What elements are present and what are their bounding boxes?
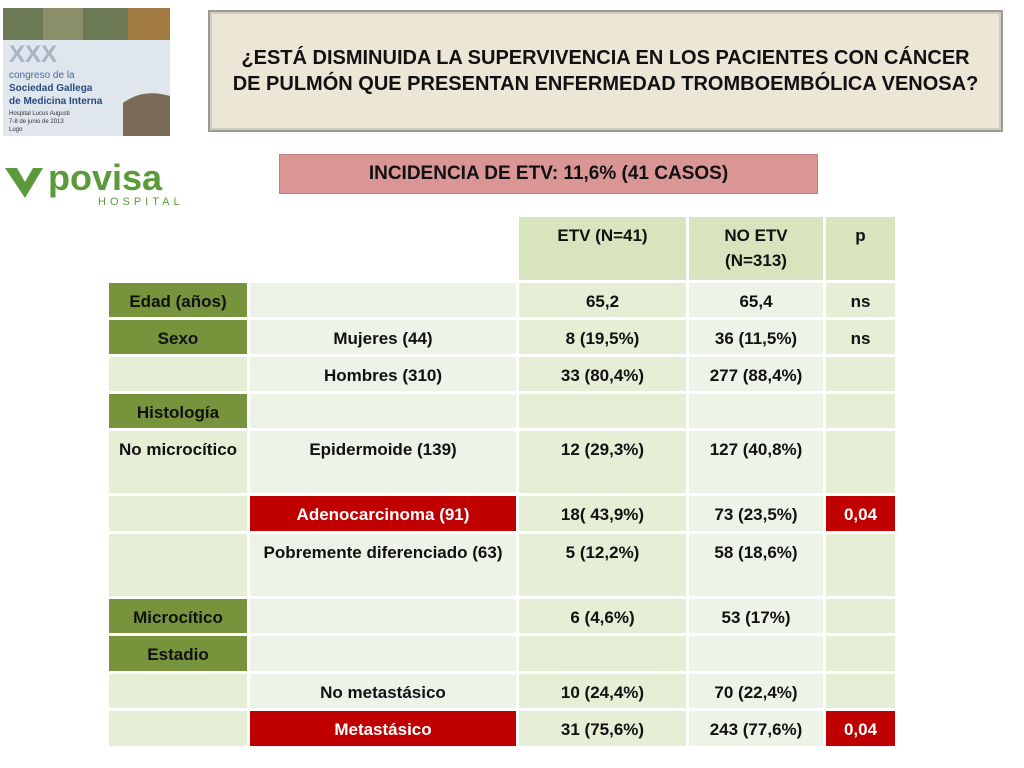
table-cell: Estadio bbox=[106, 633, 250, 674]
table-cell: Edad (años) bbox=[106, 280, 250, 320]
table-row: No microcítico Epidermoide (139) 12 (29,3%… bbox=[106, 428, 898, 496]
photo bbox=[128, 8, 170, 40]
table-cell: 127 (40,8%) bbox=[686, 428, 826, 496]
table-cell bbox=[823, 354, 898, 394]
table-cell: 10 (24,4%) bbox=[516, 671, 689, 711]
table-cell bbox=[247, 596, 519, 636]
table-cell: 33 (80,4%) bbox=[516, 354, 689, 394]
table-cell bbox=[106, 493, 250, 534]
logo-text: de Medicina Interna bbox=[9, 96, 103, 107]
table-cell bbox=[823, 596, 898, 636]
column-header: p bbox=[823, 214, 898, 283]
table-cell: No microcítico bbox=[106, 428, 250, 496]
table-cell: 0,04 bbox=[823, 493, 898, 534]
table-cell: 31 (75,6%) bbox=[516, 708, 689, 749]
table-cell bbox=[106, 354, 250, 394]
table-cell bbox=[823, 633, 898, 674]
table-cell: 53 (17%) bbox=[686, 596, 826, 636]
table-cell: 0,04 bbox=[823, 708, 898, 749]
table-row: Microcítico 6 (4,6%) 53 (17%) bbox=[106, 596, 898, 636]
logo-text: Lugo bbox=[9, 127, 23, 133]
table-cell: 65,2 bbox=[516, 280, 689, 320]
table-cell bbox=[516, 391, 689, 431]
table-cell: 243 (77,6%) bbox=[686, 708, 826, 749]
table-row: Edad (años) 65,2 65,4 ns bbox=[106, 280, 898, 320]
table-cell: Histología bbox=[106, 391, 250, 431]
table-cell bbox=[247, 633, 519, 674]
table-cell: Epidermoide (139) bbox=[247, 428, 519, 496]
tower bbox=[123, 93, 170, 136]
table-row: No metastásico 10 (24,4%) 70 (22,4%) bbox=[106, 671, 898, 711]
table-cell: 8 (19,5%) bbox=[516, 317, 689, 357]
table-cell bbox=[516, 633, 689, 674]
table-cell bbox=[106, 671, 250, 711]
table-cell bbox=[106, 708, 250, 749]
table-cell bbox=[823, 671, 898, 711]
photo bbox=[43, 8, 83, 40]
logo-text: congreso de la bbox=[9, 70, 75, 81]
logo-number: XXX bbox=[9, 41, 57, 68]
table-cell: 65,4 bbox=[686, 280, 826, 320]
column-header: NO ETV (N=313) bbox=[686, 214, 826, 283]
hospital-sub: HOSPITAL bbox=[98, 196, 184, 208]
table-cell: ns bbox=[823, 317, 898, 357]
table-row: Adenocarcinoma (91) 18( 43,9%) 73 (23,5%) 0… bbox=[106, 493, 898, 534]
subtitle-box: INCIDENCIA DE ETV: 11,6% (41 CASOS) bbox=[279, 154, 818, 194]
table-cell: 73 (23,5%) bbox=[686, 493, 826, 534]
logo-text: 7-8 de junio de 2013 bbox=[9, 119, 64, 125]
table-cell bbox=[106, 531, 250, 599]
table-cell bbox=[823, 428, 898, 496]
table-cell: Metastásico bbox=[247, 708, 519, 749]
data-table: ETV (N=41) NO ETV (N=313) p Edad (años) 65,2… bbox=[106, 214, 898, 749]
table-cell: 5 (12,2%) bbox=[516, 531, 689, 599]
table-cell: Sexo bbox=[106, 317, 250, 357]
table-cell: 277 (88,4%) bbox=[686, 354, 826, 394]
table-row: Hombres (310) 33 (80,4%) 277 (88,4%) bbox=[106, 354, 898, 394]
table-row: Estadio bbox=[106, 633, 898, 674]
table-cell: ns bbox=[823, 280, 898, 320]
table-cell bbox=[686, 633, 826, 674]
table-cell: Pobremente diferenciado (63) bbox=[247, 531, 519, 599]
table-cell bbox=[686, 391, 826, 431]
congress-logo: XXX congreso de la Sociedad Gallega de M… bbox=[3, 8, 170, 136]
logo-text: Hospital Lucus Augusti bbox=[9, 111, 70, 117]
empty-cell bbox=[247, 214, 519, 283]
table-cell bbox=[247, 391, 519, 431]
logo-text: Sociedad Gallega bbox=[9, 83, 93, 94]
table-cell: 58 (18,6%) bbox=[686, 531, 826, 599]
table-cell: Adenocarcinoma (91) bbox=[247, 493, 519, 534]
hospital-name: povisa bbox=[48, 157, 163, 198]
table-cell: Microcítico bbox=[106, 596, 250, 636]
table-row: Histología bbox=[106, 391, 898, 431]
hospital-logo: povisa HOSPITAL bbox=[5, 157, 184, 208]
title: ¿ESTÁ DISMINUIDA LA SUPERVIVENCIA EN LOS… bbox=[232, 47, 979, 95]
logo-mark bbox=[5, 168, 43, 198]
title-box: ¿ESTÁ DISMINUIDA LA SUPERVIVENCIA EN LOS… bbox=[208, 10, 1003, 132]
table-cell: 36 (11,5%) bbox=[686, 317, 826, 357]
table-cell: Hombres (310) bbox=[247, 354, 519, 394]
table-cell: 70 (22,4%) bbox=[686, 671, 826, 711]
table-cell bbox=[247, 280, 519, 320]
header-row: ETV (N=41) NO ETV (N=313) p bbox=[106, 214, 898, 283]
table-cell: 18( 43,9%) bbox=[516, 493, 689, 534]
subtitle: INCIDENCIA DE ETV: 11,6% (41 CASOS) bbox=[368, 163, 729, 184]
table-row: Sexo Mujeres (44) 8 (19,5%) 36 (11,5%) ns bbox=[106, 317, 898, 357]
empty-cell bbox=[106, 214, 250, 283]
table-cell bbox=[823, 391, 898, 431]
table-cell: No metastásico bbox=[247, 671, 519, 711]
table-row: Pobremente diferenciado (63) 5 (12,2%) 58 … bbox=[106, 531, 898, 599]
table-cell: 12 (29,3%) bbox=[516, 428, 689, 496]
table-cell bbox=[823, 531, 898, 599]
column-header: ETV (N=41) bbox=[516, 214, 689, 283]
table-cell: 6 (4,6%) bbox=[516, 596, 689, 636]
table-row: Metastásico 31 (75,6%) 243 (77,6%) 0,04 bbox=[106, 708, 898, 749]
table-cell: Mujeres (44) bbox=[247, 317, 519, 357]
